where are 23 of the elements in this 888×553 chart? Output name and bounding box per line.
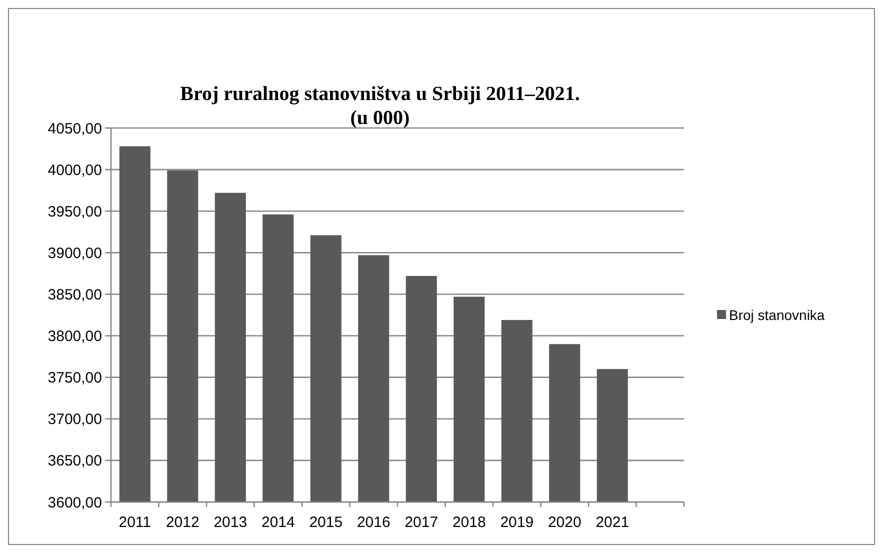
y-tick-label: 3850,00 <box>48 286 102 304</box>
chart-title: Broj ruralnog stanovništva u Srbiji 2011–2021. (u 000) <box>180 83 580 129</box>
x-tick-label: 2013 <box>214 514 248 531</box>
x-tick-label: 2014 <box>261 514 295 531</box>
y-tick-label: 3800,00 <box>48 328 102 346</box>
x-tick-label: 2012 <box>166 514 200 531</box>
x-tick-label: 2019 <box>500 514 534 531</box>
x-tick-label: 2021 <box>596 514 630 531</box>
y-tick-label: 3700,00 <box>48 411 102 428</box>
y-tick-label: 4050,00 <box>48 120 102 138</box>
y-tick-label: 4000,00 <box>48 162 102 179</box>
y-tick-label: 3950,00 <box>48 203 102 220</box>
y-tick-label: 3750,00 <box>48 370 102 387</box>
y-tick-label: 3650,00 <box>48 452 102 470</box>
y-tick-label: 3900,00 <box>48 244 102 262</box>
legend-label: Broj stanovnika <box>729 306 825 323</box>
x-tick-label: 2020 <box>548 514 582 531</box>
x-tick-label: 2018 <box>452 514 486 531</box>
x-tick-label: 2016 <box>356 514 390 531</box>
x-tick-label: 2015 <box>309 514 343 531</box>
y-tick-label: 3600,00 <box>48 494 102 512</box>
x-tick-label: 2017 <box>404 514 438 531</box>
x-tick-label: 2011 <box>118 514 152 531</box>
